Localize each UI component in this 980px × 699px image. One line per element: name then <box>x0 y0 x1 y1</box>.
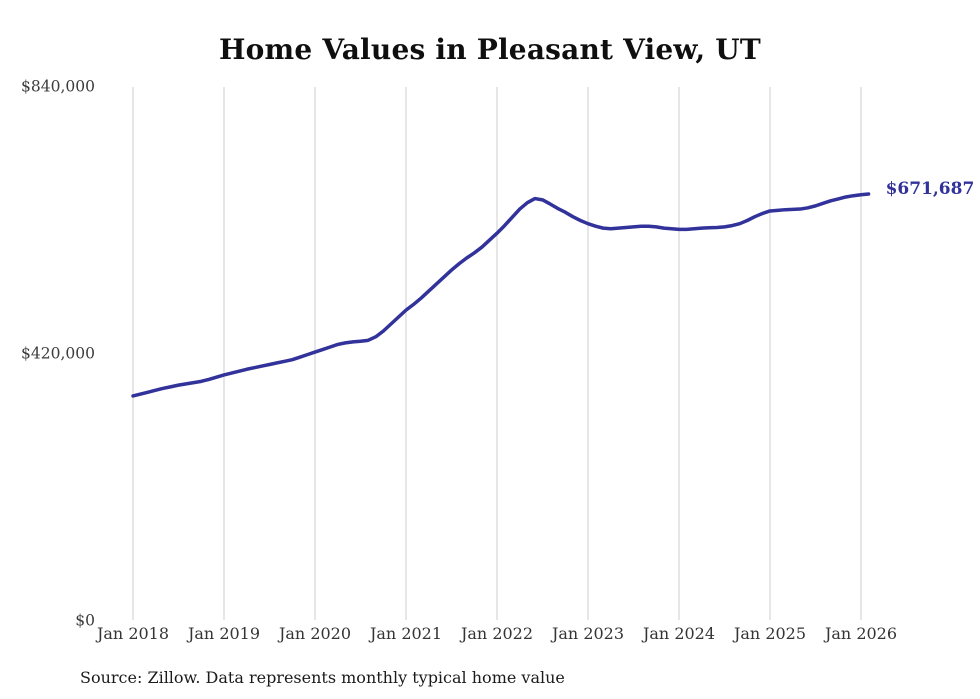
y-tick-label: $840,000 <box>21 77 95 96</box>
x-tick-label: Jan 2019 <box>187 624 261 643</box>
x-tick-label: Jan 2026 <box>824 624 898 643</box>
x-tick-label: Jan 2023 <box>551 624 625 643</box>
x-tick-label: Jan 2022 <box>460 624 534 643</box>
y-tick-label: $0 <box>75 611 95 630</box>
x-tick-label: Jan 2024 <box>642 624 716 643</box>
y-tick-label: $420,000 <box>21 344 95 363</box>
home-value-line <box>131 192 871 398</box>
source-note: Source: Zillow. Data represents monthly … <box>80 668 565 687</box>
x-tick-label: Jan 2025 <box>733 624 807 643</box>
chart-title: Home Values in Pleasant View, UT <box>219 33 761 66</box>
x-tick-label: Jan 2018 <box>96 624 170 643</box>
x-tick-label: Jan 2021 <box>369 624 443 643</box>
end-value-label: $671,687 <box>885 178 975 199</box>
x-tick-label: Jan 2020 <box>278 624 352 643</box>
vertical-gridlines <box>132 87 862 620</box>
